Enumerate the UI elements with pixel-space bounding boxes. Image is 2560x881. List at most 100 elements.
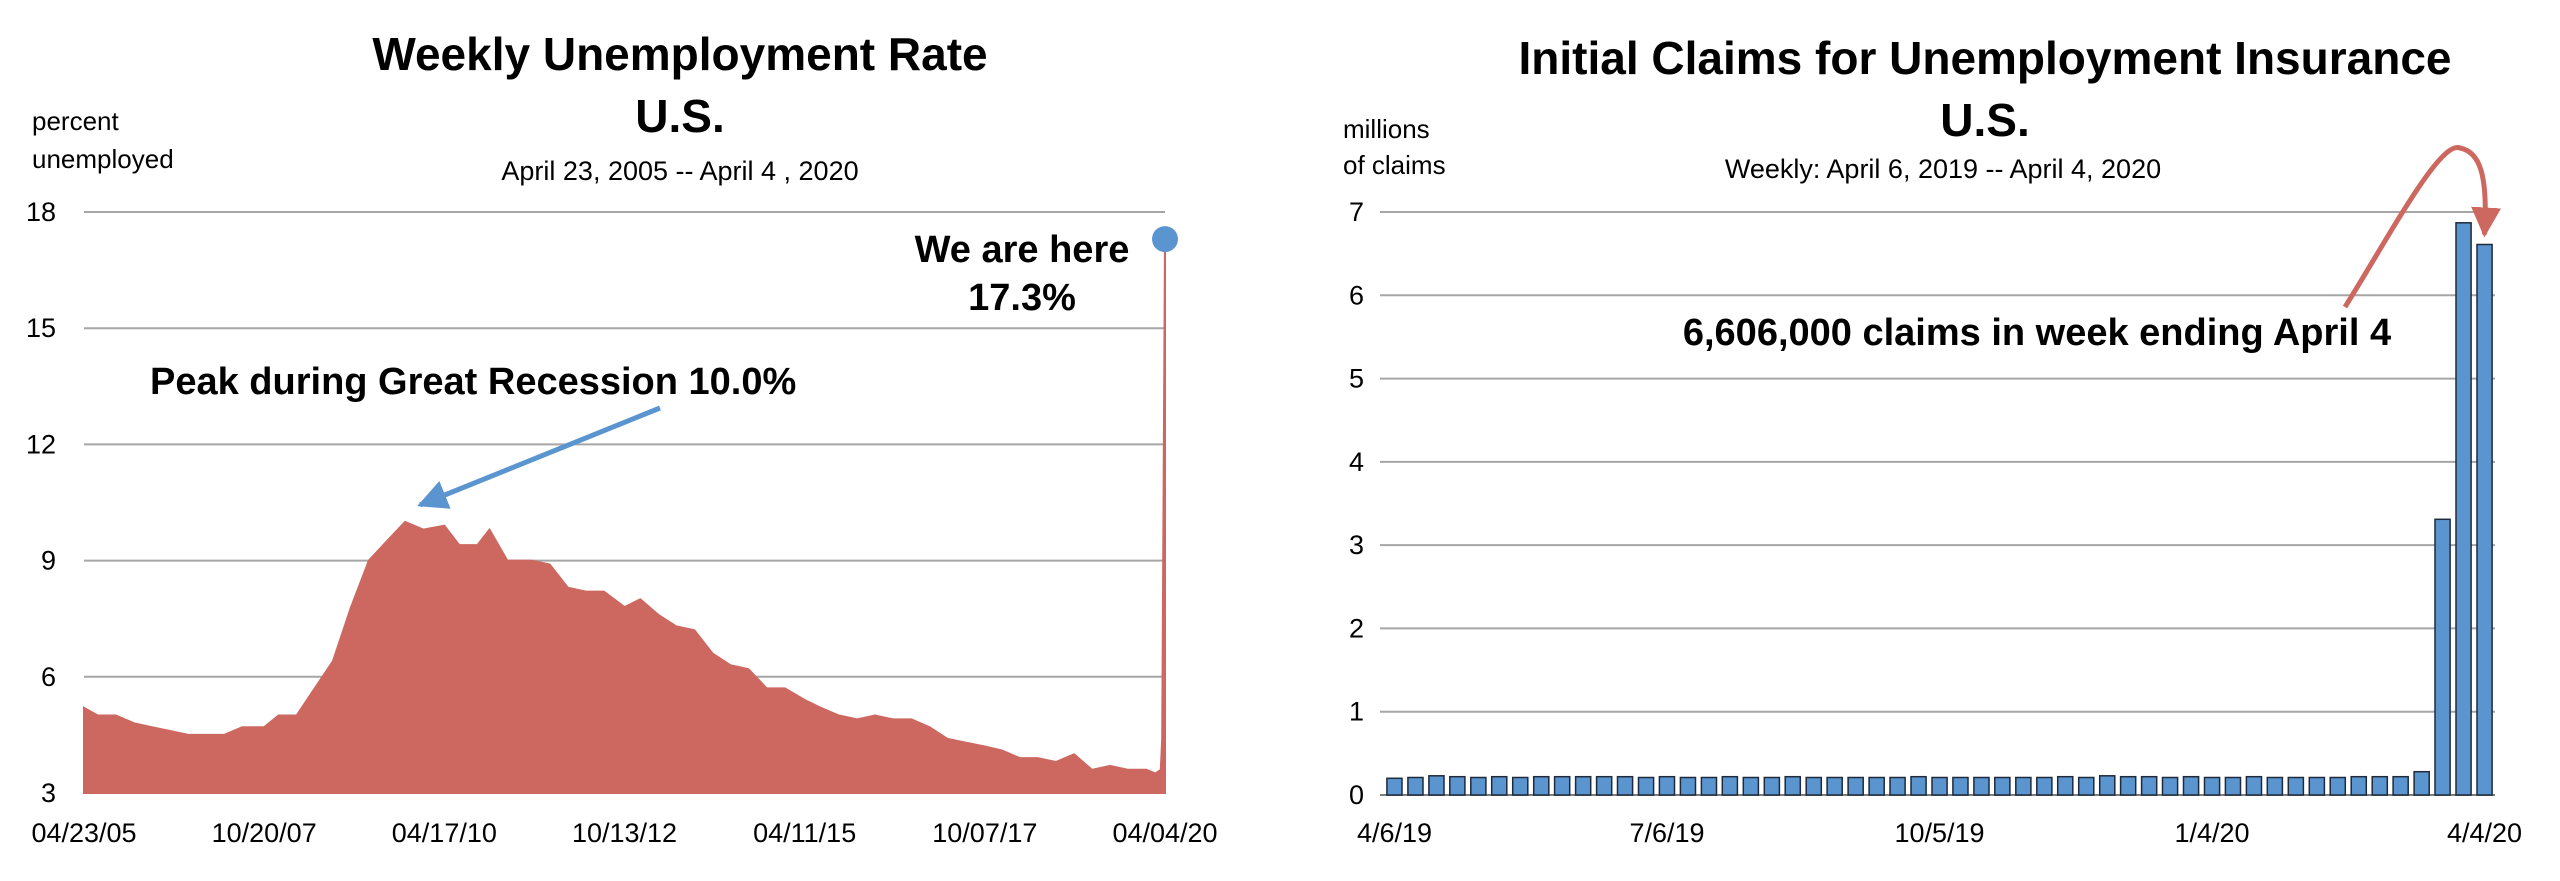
right-y-tick-label: 0 bbox=[1349, 780, 1364, 810]
claims-bar bbox=[2224, 776, 2242, 796]
claims-bar bbox=[1868, 776, 1885, 796]
claims-bar bbox=[2140, 775, 2158, 796]
claims-bar bbox=[2392, 775, 2409, 796]
right-title-line2: U.S. bbox=[1940, 94, 2029, 146]
claims-bar bbox=[2036, 776, 2053, 796]
claims-bar bbox=[1574, 775, 1592, 796]
claims-bar bbox=[2098, 775, 2116, 796]
left-ylabel-line1: percent bbox=[32, 106, 119, 136]
right-y-tick-label: 3 bbox=[1349, 530, 1364, 560]
right-y-tick-label: 7 bbox=[1349, 197, 1364, 227]
claims-bar bbox=[1679, 776, 1697, 796]
claims-bar bbox=[2329, 776, 2347, 796]
claims-bar bbox=[2371, 775, 2389, 796]
right-ylabel-line2: of claims bbox=[1343, 150, 1446, 180]
left-x-tick-label: 04/23/05 bbox=[31, 818, 136, 848]
claims-bar bbox=[2182, 775, 2200, 796]
right-y-tick-labels: 0 1 2 3 4 5 6 7 bbox=[1349, 197, 1364, 810]
claims-bar bbox=[1511, 776, 1529, 796]
claims-bar bbox=[2015, 776, 2032, 796]
claims-bar bbox=[1931, 776, 1948, 796]
left-x-tick-label: 04/04/20 bbox=[1112, 818, 1217, 848]
right-x-tick-label: 4/4/20 bbox=[2447, 818, 2522, 848]
claims-bar bbox=[2350, 775, 2368, 796]
right-x-tick-label: 1/4/20 bbox=[2174, 818, 2249, 848]
claims-bar bbox=[1889, 776, 1906, 796]
peak-annotation-text: Peak during Great Recession 10.0% bbox=[150, 361, 796, 403]
claims-bar bbox=[1449, 775, 1466, 796]
right-x-tick-labels: 4/6/19 7/6/19 10/5/19 1/4/20 4/4/20 bbox=[1357, 818, 2522, 848]
claims-bar bbox=[2203, 776, 2221, 796]
claims-bar bbox=[2455, 222, 2472, 796]
claims-bar bbox=[1847, 776, 1864, 796]
left-ylabel-line2: unemployed bbox=[32, 144, 174, 174]
left-y-tick-label: 12 bbox=[26, 429, 56, 459]
claims-bar bbox=[1616, 775, 1634, 796]
claims-annotation-arrow bbox=[2342, 145, 2502, 309]
claims-bar bbox=[2476, 243, 2493, 796]
left-x-tick-label: 10/13/12 bbox=[572, 818, 677, 848]
left-y-tick-label: 6 bbox=[41, 662, 56, 692]
right-gridlines bbox=[1380, 211, 2495, 796]
current-annotation-text: We are here bbox=[915, 229, 1130, 271]
claims-bar bbox=[1428, 775, 1445, 796]
claims-bar bbox=[1826, 776, 1843, 796]
claims-bar bbox=[1407, 776, 1424, 796]
claims-bar bbox=[1658, 775, 1676, 796]
unemployment-rate-chart: Weekly Unemployment Rate U.S. April 23, … bbox=[26, 28, 1218, 848]
claims-bar bbox=[1637, 776, 1655, 796]
claims-annotation-text: 6,606,000 claims in week ending April 4 bbox=[1683, 312, 2391, 354]
claims-bar bbox=[1763, 776, 1781, 796]
right-y-tick-label: 1 bbox=[1349, 697, 1364, 727]
right-y-tick-label: 6 bbox=[1349, 280, 1364, 310]
claims-bar bbox=[2245, 775, 2263, 796]
right-x-tick-label: 7/6/19 bbox=[1629, 818, 1704, 848]
claims-bar bbox=[2056, 775, 2074, 796]
left-y-tick-label: 3 bbox=[41, 778, 56, 808]
left-title: Weekly Unemployment Rate bbox=[372, 28, 987, 80]
right-title: Initial Claims for Unemployment Insuranc… bbox=[1519, 32, 2452, 84]
right-subtitle: Weekly: April 6, 2019 -- April 4, 2020 bbox=[1725, 154, 2161, 184]
claims-bar bbox=[2413, 770, 2430, 796]
claims-bar bbox=[1721, 775, 1739, 796]
left-x-tick-label: 10/20/07 bbox=[212, 818, 317, 848]
left-y-tick-labels: 3 6 9 12 15 18 bbox=[26, 197, 56, 808]
right-ylabel-line1: millions bbox=[1343, 114, 1430, 144]
claims-bar bbox=[1784, 775, 1802, 796]
claims-bar bbox=[1973, 776, 1990, 796]
current-annotation-value: 17.3% bbox=[968, 277, 1076, 319]
claims-bar-series bbox=[1386, 222, 2493, 796]
claims-bar bbox=[2077, 776, 2095, 796]
claims-bar bbox=[1910, 775, 1927, 796]
claims-bar bbox=[1700, 776, 1718, 796]
claims-bar bbox=[1532, 775, 1550, 796]
current-value-marker bbox=[1152, 226, 1178, 253]
left-x-tick-label: 04/11/15 bbox=[753, 818, 856, 848]
left-y-tick-label: 18 bbox=[26, 197, 56, 227]
right-y-tick-label: 5 bbox=[1349, 364, 1364, 394]
peak-annotation-arrow bbox=[417, 405, 661, 509]
right-x-tick-label: 4/6/19 bbox=[1357, 818, 1432, 848]
claims-bar bbox=[2308, 776, 2326, 796]
unemployment-area-series bbox=[83, 239, 1166, 794]
claims-bar bbox=[2119, 775, 2137, 796]
right-y-tick-label: 4 bbox=[1349, 447, 1364, 477]
claims-bar bbox=[1994, 776, 2011, 796]
claims-bar bbox=[1386, 777, 1403, 796]
claims-bar bbox=[1595, 775, 1613, 796]
claims-bar bbox=[2434, 518, 2451, 796]
left-x-tick-label: 04/17/10 bbox=[392, 818, 497, 848]
claims-bar bbox=[1742, 776, 1760, 796]
claims-bar bbox=[1553, 775, 1571, 796]
left-y-tick-label: 15 bbox=[26, 313, 56, 343]
left-subtitle: April 23, 2005 -- April 4 , 2020 bbox=[501, 156, 858, 186]
left-y-tick-label: 9 bbox=[41, 546, 56, 576]
claims-bar bbox=[1470, 776, 1487, 796]
claims-bar bbox=[1952, 776, 1969, 796]
right-x-tick-label: 10/5/19 bbox=[1894, 818, 1984, 848]
claims-bar bbox=[1805, 776, 1823, 796]
left-x-tick-label: 10/07/17 bbox=[932, 818, 1037, 848]
right-y-tick-label: 2 bbox=[1349, 613, 1364, 643]
